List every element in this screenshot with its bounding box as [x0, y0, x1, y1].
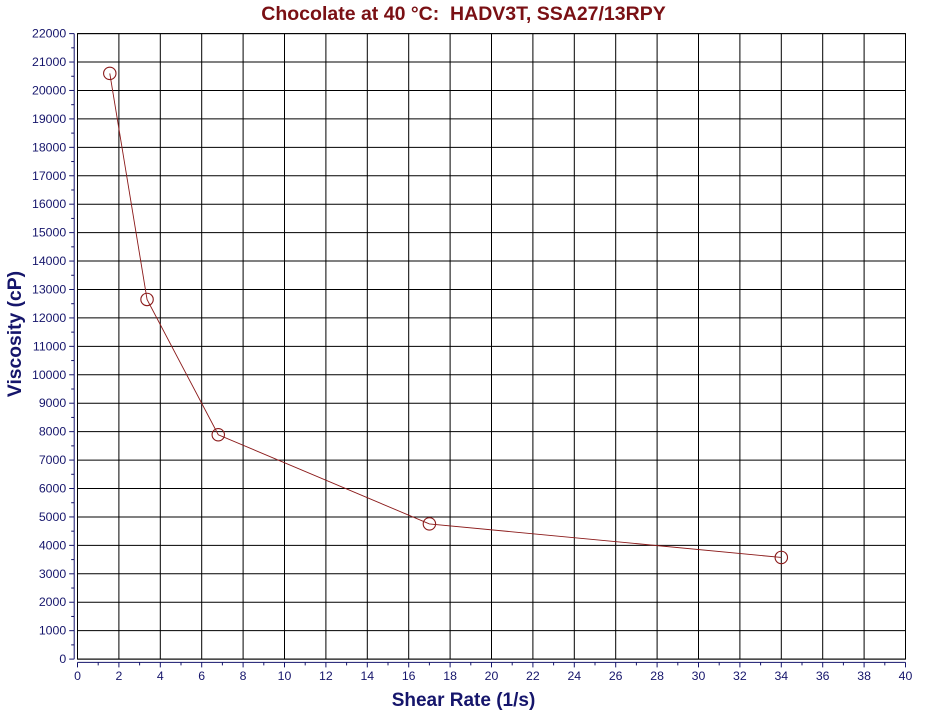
svg-text:9000: 9000: [39, 396, 67, 410]
svg-text:0: 0: [59, 652, 66, 666]
svg-text:20: 20: [485, 669, 499, 683]
svg-text:21000: 21000: [32, 55, 66, 69]
svg-text:15000: 15000: [32, 226, 66, 240]
svg-text:28: 28: [650, 669, 664, 683]
svg-text:20000: 20000: [32, 83, 66, 97]
svg-text:36: 36: [816, 669, 830, 683]
svg-text:12: 12: [319, 669, 333, 683]
svg-text:5000: 5000: [39, 510, 67, 524]
svg-text:26: 26: [609, 669, 623, 683]
svg-text:16: 16: [402, 669, 416, 683]
svg-text:10: 10: [278, 669, 292, 683]
svg-text:2000: 2000: [39, 595, 67, 609]
svg-text:22: 22: [526, 669, 540, 683]
svg-text:6000: 6000: [39, 482, 67, 496]
svg-text:40: 40: [899, 669, 913, 683]
svg-text:8: 8: [240, 669, 247, 683]
svg-text:13000: 13000: [32, 282, 66, 296]
svg-text:3000: 3000: [39, 567, 67, 581]
svg-text:17000: 17000: [32, 169, 66, 183]
svg-text:2: 2: [115, 669, 122, 683]
svg-text:32: 32: [733, 669, 747, 683]
svg-text:11000: 11000: [33, 339, 66, 353]
svg-text:14: 14: [360, 669, 374, 683]
svg-text:14000: 14000: [32, 254, 66, 268]
svg-text:38: 38: [857, 669, 871, 683]
svg-text:8000: 8000: [39, 425, 67, 439]
svg-text:10000: 10000: [32, 368, 66, 382]
svg-text:7000: 7000: [39, 453, 67, 467]
svg-text:24: 24: [567, 669, 581, 683]
svg-text:30: 30: [692, 669, 706, 683]
svg-text:18000: 18000: [32, 140, 66, 154]
svg-text:22000: 22000: [32, 27, 66, 41]
svg-text:0: 0: [74, 669, 81, 683]
svg-text:34: 34: [774, 669, 788, 683]
svg-text:19000: 19000: [32, 112, 66, 126]
svg-text:18: 18: [443, 669, 457, 683]
svg-text:4: 4: [157, 669, 164, 683]
svg-text:4000: 4000: [39, 538, 67, 552]
svg-text:12000: 12000: [32, 311, 66, 325]
svg-text:16000: 16000: [32, 197, 66, 211]
svg-text:6: 6: [198, 669, 205, 683]
svg-text:1000: 1000: [39, 624, 67, 638]
